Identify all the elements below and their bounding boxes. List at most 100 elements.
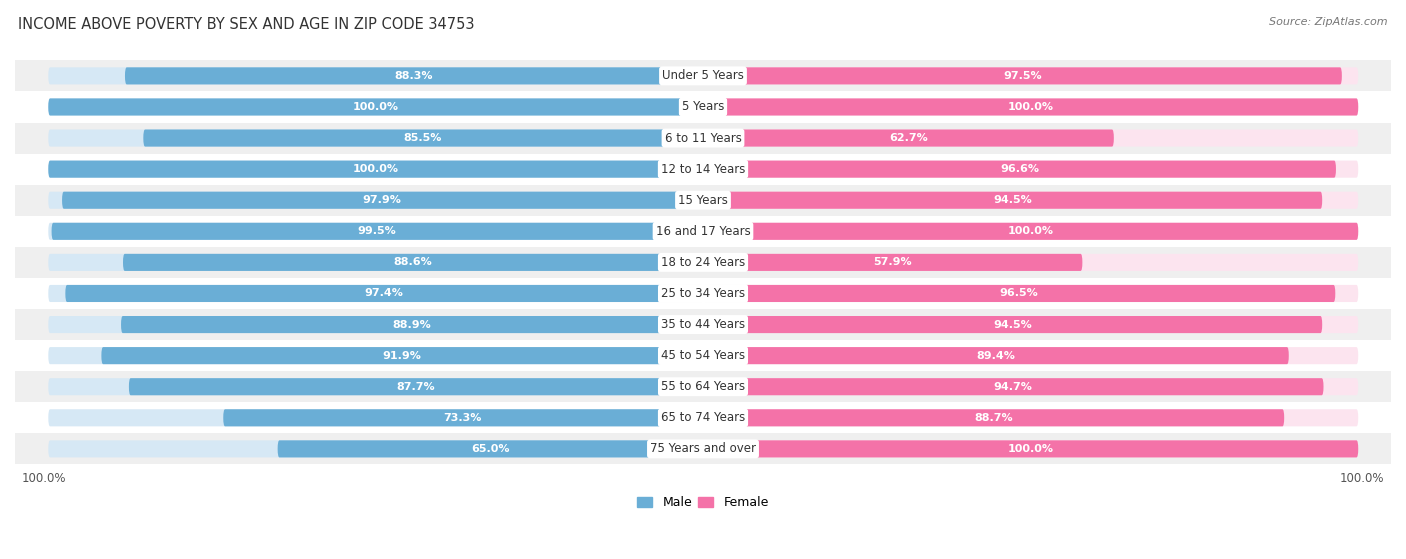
- Text: Under 5 Years: Under 5 Years: [662, 69, 744, 82]
- FancyBboxPatch shape: [48, 98, 703, 116]
- FancyBboxPatch shape: [48, 254, 703, 271]
- FancyBboxPatch shape: [122, 254, 703, 271]
- Text: 100.0%: 100.0%: [1008, 226, 1053, 236]
- Bar: [15, 184, 1391, 216]
- FancyBboxPatch shape: [121, 316, 703, 333]
- FancyBboxPatch shape: [703, 409, 1358, 427]
- Text: 100.0%: 100.0%: [21, 472, 66, 485]
- Text: 97.4%: 97.4%: [364, 288, 404, 299]
- Text: 88.9%: 88.9%: [392, 320, 432, 330]
- FancyBboxPatch shape: [703, 285, 1336, 302]
- Text: 100.0%: 100.0%: [353, 164, 398, 174]
- Text: 35 to 44 Years: 35 to 44 Years: [661, 318, 745, 331]
- Text: 12 to 14 Years: 12 to 14 Years: [661, 163, 745, 176]
- FancyBboxPatch shape: [703, 254, 1358, 271]
- Text: 15 Years: 15 Years: [678, 194, 728, 207]
- Text: 88.7%: 88.7%: [974, 413, 1012, 423]
- Text: 5 Years: 5 Years: [682, 101, 724, 113]
- Bar: [15, 216, 1391, 247]
- FancyBboxPatch shape: [703, 222, 1358, 240]
- Legend: Male, Female: Male, Female: [633, 491, 773, 514]
- Text: 45 to 54 Years: 45 to 54 Years: [661, 349, 745, 362]
- Text: INCOME ABOVE POVERTY BY SEX AND AGE IN ZIP CODE 34753: INCOME ABOVE POVERTY BY SEX AND AGE IN Z…: [18, 17, 475, 32]
- FancyBboxPatch shape: [703, 316, 1358, 333]
- FancyBboxPatch shape: [224, 409, 703, 427]
- FancyBboxPatch shape: [62, 192, 703, 209]
- FancyBboxPatch shape: [703, 98, 1358, 116]
- FancyBboxPatch shape: [125, 67, 703, 84]
- FancyBboxPatch shape: [48, 160, 703, 178]
- FancyBboxPatch shape: [48, 192, 703, 209]
- Text: 73.3%: 73.3%: [444, 413, 482, 423]
- FancyBboxPatch shape: [48, 347, 703, 364]
- Text: 65.0%: 65.0%: [471, 444, 509, 454]
- FancyBboxPatch shape: [703, 67, 1341, 84]
- Bar: [15, 309, 1391, 340]
- FancyBboxPatch shape: [129, 378, 703, 395]
- Text: 18 to 24 Years: 18 to 24 Years: [661, 256, 745, 269]
- FancyBboxPatch shape: [48, 409, 703, 427]
- FancyBboxPatch shape: [703, 222, 1358, 240]
- Text: 88.3%: 88.3%: [395, 71, 433, 81]
- Text: 65 to 74 Years: 65 to 74 Years: [661, 411, 745, 424]
- FancyBboxPatch shape: [703, 192, 1322, 209]
- FancyBboxPatch shape: [703, 254, 1083, 271]
- FancyBboxPatch shape: [48, 98, 703, 116]
- FancyBboxPatch shape: [703, 347, 1289, 364]
- Text: 94.5%: 94.5%: [993, 195, 1032, 205]
- Bar: [15, 371, 1391, 402]
- FancyBboxPatch shape: [703, 285, 1358, 302]
- Text: 94.7%: 94.7%: [994, 382, 1032, 392]
- Bar: [15, 247, 1391, 278]
- Text: 6 to 11 Years: 6 to 11 Years: [665, 131, 741, 145]
- FancyBboxPatch shape: [703, 409, 1284, 427]
- Text: 99.5%: 99.5%: [357, 226, 396, 236]
- FancyBboxPatch shape: [48, 440, 703, 457]
- Bar: [15, 122, 1391, 154]
- Text: 55 to 64 Years: 55 to 64 Years: [661, 380, 745, 393]
- FancyBboxPatch shape: [101, 347, 703, 364]
- Text: 97.9%: 97.9%: [363, 195, 402, 205]
- Bar: [15, 278, 1391, 309]
- Text: 85.5%: 85.5%: [404, 133, 441, 143]
- FancyBboxPatch shape: [52, 222, 703, 240]
- FancyBboxPatch shape: [48, 222, 703, 240]
- Bar: [15, 402, 1391, 433]
- FancyBboxPatch shape: [703, 130, 1114, 146]
- FancyBboxPatch shape: [48, 160, 703, 178]
- FancyBboxPatch shape: [703, 378, 1358, 395]
- Bar: [15, 92, 1391, 122]
- Text: 87.7%: 87.7%: [396, 382, 434, 392]
- Text: 100.0%: 100.0%: [1008, 102, 1053, 112]
- FancyBboxPatch shape: [703, 130, 1358, 146]
- Bar: [15, 433, 1391, 465]
- Text: 62.7%: 62.7%: [889, 133, 928, 143]
- Bar: [15, 154, 1391, 184]
- FancyBboxPatch shape: [277, 440, 703, 457]
- FancyBboxPatch shape: [143, 130, 703, 146]
- FancyBboxPatch shape: [48, 378, 703, 395]
- FancyBboxPatch shape: [703, 67, 1358, 84]
- FancyBboxPatch shape: [65, 285, 703, 302]
- FancyBboxPatch shape: [48, 67, 703, 84]
- Bar: [15, 60, 1391, 92]
- FancyBboxPatch shape: [703, 440, 1358, 457]
- Text: 88.6%: 88.6%: [394, 257, 432, 267]
- Text: 89.4%: 89.4%: [976, 350, 1015, 361]
- FancyBboxPatch shape: [703, 316, 1322, 333]
- Text: 25 to 34 Years: 25 to 34 Years: [661, 287, 745, 300]
- Text: 75 Years and over: 75 Years and over: [650, 442, 756, 456]
- Text: 96.5%: 96.5%: [1000, 288, 1039, 299]
- FancyBboxPatch shape: [703, 160, 1336, 178]
- FancyBboxPatch shape: [703, 440, 1358, 457]
- Text: 57.9%: 57.9%: [873, 257, 912, 267]
- Bar: [15, 340, 1391, 371]
- FancyBboxPatch shape: [703, 347, 1358, 364]
- FancyBboxPatch shape: [48, 285, 703, 302]
- FancyBboxPatch shape: [703, 378, 1323, 395]
- Text: 16 and 17 Years: 16 and 17 Years: [655, 225, 751, 238]
- Text: 100.0%: 100.0%: [1008, 444, 1053, 454]
- FancyBboxPatch shape: [703, 160, 1358, 178]
- Text: 97.5%: 97.5%: [1002, 71, 1042, 81]
- FancyBboxPatch shape: [703, 98, 1358, 116]
